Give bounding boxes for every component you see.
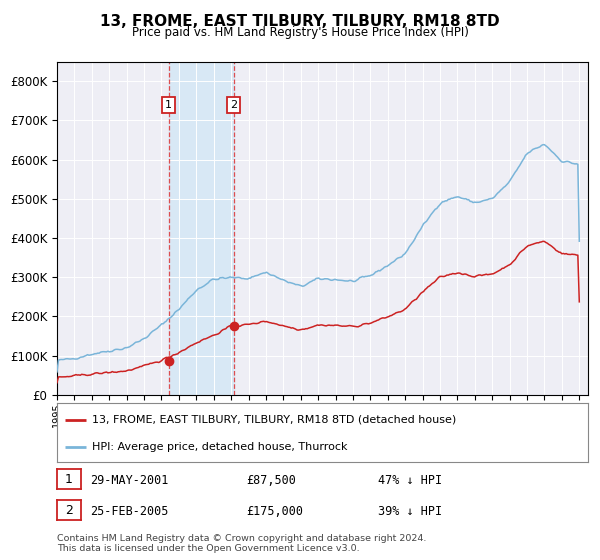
Text: 29-MAY-2001: 29-MAY-2001: [90, 474, 169, 487]
Text: 25-FEB-2005: 25-FEB-2005: [90, 505, 169, 518]
Text: 2: 2: [65, 503, 73, 517]
Text: £87,500: £87,500: [246, 474, 296, 487]
Text: 13, FROME, EAST TILBURY, TILBURY, RM18 8TD: 13, FROME, EAST TILBURY, TILBURY, RM18 8…: [100, 14, 500, 29]
Text: Contains HM Land Registry data © Crown copyright and database right 2024.
This d: Contains HM Land Registry data © Crown c…: [57, 534, 427, 553]
Text: 47% ↓ HPI: 47% ↓ HPI: [378, 474, 442, 487]
Text: 1: 1: [65, 473, 73, 486]
Text: HPI: Average price, detached house, Thurrock: HPI: Average price, detached house, Thur…: [92, 442, 347, 452]
Text: Price paid vs. HM Land Registry's House Price Index (HPI): Price paid vs. HM Land Registry's House …: [131, 26, 469, 39]
Text: 13, FROME, EAST TILBURY, TILBURY, RM18 8TD (detached house): 13, FROME, EAST TILBURY, TILBURY, RM18 8…: [92, 414, 456, 424]
Bar: [169, 62, 234, 395]
Text: 39% ↓ HPI: 39% ↓ HPI: [378, 505, 442, 518]
Text: 2: 2: [230, 100, 237, 110]
Text: £175,000: £175,000: [246, 505, 303, 518]
Text: 1: 1: [165, 100, 172, 110]
